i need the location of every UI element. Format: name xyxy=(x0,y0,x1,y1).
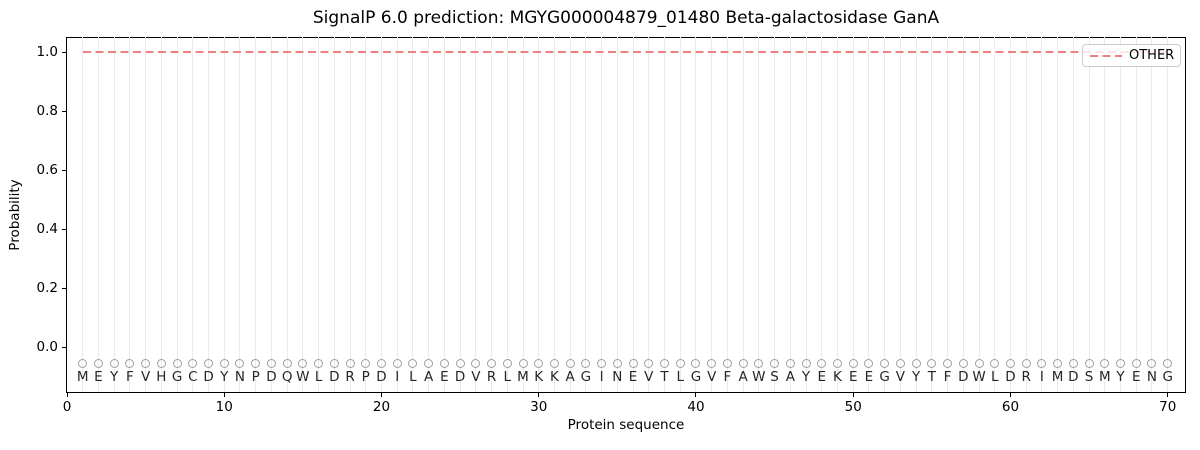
y-tick-label: 1.0 xyxy=(36,43,58,60)
x-tick-mark xyxy=(695,393,697,397)
y-tick-label: 0.2 xyxy=(36,279,58,296)
x-tick-label: 40 xyxy=(687,399,705,415)
x-tick-label: 0 xyxy=(62,399,72,415)
y-tick-label: 0.4 xyxy=(36,220,58,237)
x-tick-label: 30 xyxy=(530,399,548,415)
x-tick-mark xyxy=(66,393,68,397)
x-tick-label: 70 xyxy=(1159,399,1177,415)
legend: OTHER xyxy=(1082,44,1181,67)
x-tick-label: 50 xyxy=(844,399,862,415)
x-tick-label: 20 xyxy=(372,399,391,415)
y-axis-label: Probability xyxy=(7,179,23,251)
x-tick-mark xyxy=(538,393,540,397)
x-tick-label: 10 xyxy=(215,399,233,415)
legend-other-line-sample xyxy=(1090,54,1122,57)
chart-title: SignalP 6.0 prediction: MGYG000004879_01… xyxy=(312,8,940,28)
x-tick-mark xyxy=(380,393,382,397)
x-tick-mark xyxy=(1009,393,1011,397)
x-tick-mark xyxy=(223,393,225,397)
y-tick-label: 0.6 xyxy=(36,161,58,178)
plot-area xyxy=(66,37,1186,393)
x-axis-label: Protein sequence xyxy=(567,417,685,433)
legend-other-label: OTHER xyxy=(1129,48,1175,63)
y-tick-label: 0.0 xyxy=(36,338,58,355)
x-tick-mark xyxy=(1167,393,1169,397)
x-tick-mark xyxy=(852,393,854,397)
y-tick-label: 0.8 xyxy=(36,102,58,119)
x-tick-label: 60 xyxy=(1001,399,1020,415)
